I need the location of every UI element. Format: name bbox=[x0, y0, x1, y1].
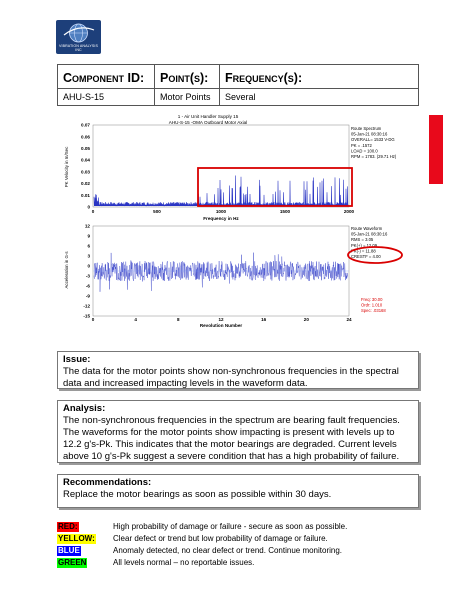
legend-tag: YELLOW: bbox=[57, 534, 96, 544]
waveform-y-label: Acceleration in G-s bbox=[64, 251, 69, 289]
legend-description: Anomaly detected, no clear defect or tre… bbox=[113, 546, 343, 555]
frequency-heading: Frequency(s): bbox=[219, 64, 419, 89]
spectrum-y-tick: 0.07 bbox=[81, 123, 90, 128]
severity-red-tab bbox=[429, 115, 443, 184]
waveform-x-tick: 24 bbox=[346, 317, 352, 322]
waveform-y-tick: 3 bbox=[87, 254, 90, 259]
component-id-value: AHU-S-15 bbox=[57, 88, 155, 106]
waveform-x-tick: 16 bbox=[261, 317, 267, 322]
spectrum-info-line: OVERALL= 1533 V-DG bbox=[351, 137, 395, 142]
waveform-y-tick: -15 bbox=[83, 314, 90, 319]
waveform-x-label: Revolution Number bbox=[200, 323, 243, 328]
spectrum-x-ticks: 0 500 1000 1500 2000 bbox=[92, 209, 355, 214]
issue-title: Issue: bbox=[63, 354, 91, 365]
spectrum-title-1: 1 - Air Unit Handler Supply 15 bbox=[178, 114, 239, 119]
analysis-title: Analysis: bbox=[63, 403, 106, 414]
waveform-trace bbox=[93, 252, 348, 292]
legend-tag: RED: bbox=[57, 522, 79, 532]
spectrum-plot-area bbox=[92, 124, 350, 208]
legend-description: All levels normal – no reportable issues… bbox=[113, 558, 255, 567]
spectrum-y-tick: 0 bbox=[87, 205, 90, 210]
spectrum-y-label: PK Velocity in In/Sec bbox=[64, 146, 69, 187]
analysis-box: Analysis: The non-synchronous frequencie… bbox=[57, 400, 419, 463]
issue-box: Issue: The data for the motor points sho… bbox=[57, 351, 419, 389]
spectrum-x-tick: 2000 bbox=[344, 209, 355, 214]
recommendations-box: Recommendations: Replace the motor beari… bbox=[57, 474, 419, 508]
spectrum-highlight-box bbox=[197, 167, 353, 207]
company-logo: VIBRATION ANALYSIS INC bbox=[56, 20, 101, 54]
spectrum-x-tick: 1000 bbox=[216, 209, 227, 214]
spectrum-trace bbox=[93, 175, 349, 207]
waveform-info-line: PK(+) = 12.09 bbox=[351, 243, 378, 248]
legend-description: High probability of damage or failure - … bbox=[113, 522, 348, 531]
component-id-heading: Component ID: bbox=[57, 64, 155, 89]
waveform-y-tick: 9 bbox=[87, 234, 90, 239]
legend-tag: GREEN bbox=[57, 558, 88, 568]
recommendations-text: Replace the motor bearings as soon as po… bbox=[63, 489, 332, 500]
waveform-y-tick: 12 bbox=[85, 224, 91, 229]
spectrum-x-tick: 500 bbox=[153, 209, 161, 214]
spectrum-x-tick: 0 bbox=[92, 209, 95, 214]
spectrum-x-tick: 1500 bbox=[280, 209, 291, 214]
waveform-corner-line: Ordr: 1.010 bbox=[361, 303, 383, 308]
waveform-corner-line: Freq: 30.00 bbox=[361, 297, 383, 302]
waveform-info-line: 05-Jan-21 08:30:16 bbox=[351, 232, 388, 237]
spectrum-y-tick: 0.04 bbox=[81, 158, 90, 163]
spectrum-info-line: LOAD = 100.0 bbox=[351, 148, 378, 153]
spectrum-y-tick: 0.06 bbox=[81, 134, 90, 139]
waveform-y-tick: -3 bbox=[86, 274, 91, 279]
recommendations-title: Recommendations: bbox=[63, 477, 152, 488]
waveform-x-tick: 4 bbox=[134, 317, 137, 322]
waveform-y-tick: -9 bbox=[86, 294, 91, 299]
legend-tag: BLUE bbox=[57, 546, 81, 556]
issue-text: The data for the motor points show non-s… bbox=[63, 366, 399, 389]
spectrum-info-line: PK = .1572 bbox=[351, 143, 373, 148]
waveform-x-ticks: 0 4 8 12 16 20 24 bbox=[92, 317, 352, 322]
spectrum-y-ticks: 0.07 0.06 0.05 0.04 0.03 0.02 0.01 0 bbox=[81, 123, 90, 210]
points-heading: Point(s): bbox=[154, 64, 220, 89]
component-header-table: Component ID: Point(s): Frequency(s): AH… bbox=[57, 64, 419, 106]
spectrum-y-tick: 0.05 bbox=[81, 146, 90, 151]
spectrum-y-tick: 0.02 bbox=[81, 181, 90, 186]
waveform-x-tick: 12 bbox=[218, 317, 224, 322]
logo-text: VIBRATION ANALYSIS INC bbox=[58, 44, 98, 52]
waveform-info-line: CRESTF = 4.00 bbox=[351, 254, 381, 259]
spectrum-info-line: 05-Jan-21 08:30:16 bbox=[351, 132, 388, 137]
crest-factor-highlight bbox=[347, 246, 403, 264]
waveform-info-line: Route Waveform bbox=[351, 226, 383, 231]
vibration-charts: 1 - Air Unit Handler Supply 15 AHU-S-15 … bbox=[64, 114, 403, 328]
points-value: Motor Points bbox=[154, 88, 220, 106]
legend-description: Clear defect or trend but low probabilit… bbox=[113, 534, 328, 543]
waveform-y-tick: 6 bbox=[87, 244, 90, 249]
waveform-info-line: RMS = 3.05 bbox=[351, 237, 374, 242]
waveform-x-tick: 8 bbox=[177, 317, 180, 322]
waveform-corner-line: Spec: .03168 bbox=[361, 308, 386, 313]
spectrum-info-line: RPM = 1783. (29.71 Hz) bbox=[351, 154, 397, 159]
analysis-text: The non-synchronous frequencies in the s… bbox=[63, 415, 400, 462]
spectrum-info-line: Route Spectrum bbox=[351, 126, 382, 131]
waveform-x-tick: 20 bbox=[304, 317, 310, 322]
waveform-info-line: PK(-) = 11.88 bbox=[351, 248, 376, 253]
waveform-y-tick: -6 bbox=[86, 284, 91, 289]
frequency-value: Several bbox=[219, 88, 419, 106]
spectrum-y-tick: 0.01 bbox=[81, 193, 90, 198]
waveform-x-tick: 0 bbox=[92, 317, 95, 322]
waveform-y-tick: 0 bbox=[87, 264, 90, 269]
spectrum-title-2: AHU-S-15 -OMA Outboard Motor Axial bbox=[169, 120, 247, 125]
waveform-y-ticks: 12 9 6 3 0 -3 -6 -9 -12 -15 bbox=[83, 224, 90, 319]
spectrum-y-tick: 0.03 bbox=[81, 169, 90, 174]
waveform-y-tick: -12 bbox=[83, 304, 90, 309]
spectrum-x-label: Frequency in Hz bbox=[203, 216, 239, 221]
